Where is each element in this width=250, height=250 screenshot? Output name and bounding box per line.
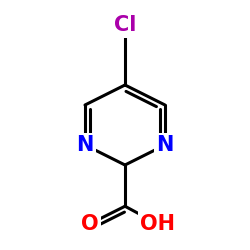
Text: N: N xyxy=(76,135,94,155)
Text: Cl: Cl xyxy=(114,15,136,35)
Text: OH: OH xyxy=(140,214,175,234)
Text: N: N xyxy=(156,135,174,155)
Text: O: O xyxy=(81,214,99,234)
